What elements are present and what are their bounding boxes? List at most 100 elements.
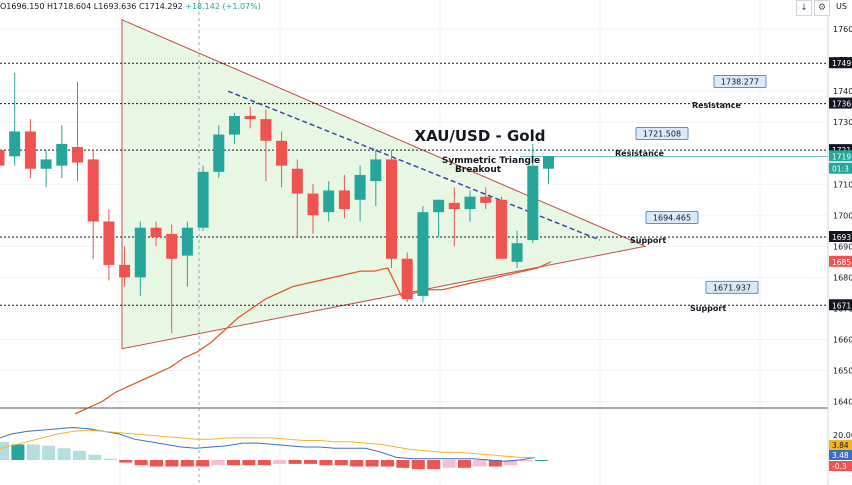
macd-histogram-bar [396, 460, 410, 468]
axis-price-badge [829, 150, 852, 162]
candle-body [150, 227, 162, 238]
candle-body [448, 202, 460, 210]
candle-body [464, 196, 476, 210]
ohlc-high: H1718.604 [47, 2, 92, 11]
candle-body [338, 190, 350, 210]
y-tick-label: 1640 [833, 397, 852, 406]
macd-pane [0, 426, 548, 470]
macd-histogram-bar [488, 460, 502, 467]
macd-histogram-bar [73, 450, 86, 460]
candle-body [370, 159, 382, 182]
macd-histogram-bar [535, 460, 548, 461]
axis-price-badge-text: 1685 [832, 258, 851, 267]
candle-body [386, 159, 397, 259]
chart-subtitle-line-2: Breakout [455, 165, 502, 175]
macd-histogram-bar [42, 445, 56, 460]
level-annotation: Support [690, 304, 726, 313]
macd-histogram-bar [365, 460, 379, 467]
candle-body [511, 243, 523, 262]
macd-histogram-bar [180, 460, 194, 467]
macd-histogram-bar [381, 460, 394, 467]
macd-histogram-bar [26, 444, 40, 460]
macd-axis-badge-text: 3.48 [832, 451, 849, 460]
axis-price-badge [829, 255, 852, 267]
candle-body [119, 264, 131, 278]
candle-body [87, 159, 99, 222]
y-tick-label: 1660 [833, 335, 852, 344]
moving-average-line [74, 261, 552, 415]
ohlc-change: +18.142 (+1.07%) [185, 2, 261, 11]
macd-y-tick-label: 20.00 [833, 431, 852, 440]
y-tick-label: 1690 [833, 242, 852, 251]
macd-histogram-bar [519, 460, 533, 462]
price-label-box [645, 210, 699, 224]
candle-body [276, 140, 288, 166]
macd-histogram-bar [242, 460, 256, 466]
candle-body [0, 150, 5, 166]
macd-histogram-bar [319, 460, 333, 466]
candles [0, 72, 554, 334]
macd-histogram-bar [57, 448, 71, 460]
candle-body [401, 258, 413, 300]
candle-body [181, 227, 193, 256]
macd-histogram-bar [504, 460, 518, 466]
macd-axis-badge [829, 450, 852, 460]
price-axis[interactable] [828, 0, 852, 485]
download-icon[interactable]: ↓ [796, 0, 812, 16]
ohlc-legend: O1696.150 H1718.604 L1693.636 C1714.292 … [0, 2, 261, 11]
candle-body [9, 131, 21, 157]
candle-body [260, 119, 272, 141]
signal-line [0, 429, 535, 458]
macd-histogram-bar [288, 460, 302, 464]
axis-price-badge-text: 1736 [832, 100, 851, 109]
candle-body [527, 165, 539, 241]
axis-price-badge-text: 1719 [832, 152, 851, 161]
candle-body [244, 115, 256, 120]
macd-histogram-bar [304, 460, 317, 464]
macd-axis-badge [829, 440, 852, 450]
symmetric-triangle [121, 19, 647, 350]
macd-axis-badge-text: 3.84 [832, 441, 849, 450]
candle-body [213, 134, 225, 172]
level-annotation: Resistance [692, 101, 742, 110]
macd-histogram-bar [134, 460, 148, 466]
level-annotation: Support [630, 236, 666, 245]
price-labels: 1738.277 Resistance 1721.508 Resistance 1694… [615, 75, 767, 313]
candle-body [24, 131, 36, 169]
y-tick-label: 1710 [833, 180, 852, 189]
candle-body [40, 159, 52, 169]
axis-price-badge [829, 231, 852, 243]
macd-histogram-bar [211, 460, 225, 466]
toolbar: ↓ ⚙ [796, 0, 830, 16]
y-tick-label: 1680 [833, 273, 852, 282]
candle-body [229, 115, 240, 135]
candle-body [543, 156, 554, 169]
candle-body [103, 221, 115, 265]
price-label-box [705, 280, 759, 294]
macd-histogram-bar [334, 460, 348, 466]
y-tick-label: 1700 [833, 211, 852, 220]
macd-axis-badge [829, 461, 852, 471]
candle-body [417, 212, 429, 296]
candle-body [72, 147, 83, 163]
price-axis-labels: 174917361721171901:31693168516713.843.48… [829, 57, 852, 471]
candle-body [480, 196, 492, 203]
candle-body [495, 199, 507, 259]
chart-title: XAU/USD - Gold [415, 127, 546, 145]
y-tick-label: 1760 [833, 25, 852, 34]
macd-histogram-bar [427, 460, 441, 470]
settings-icon[interactable]: ⚙ [814, 0, 830, 16]
candle-body [56, 143, 68, 166]
price-label-text: 1671.937 [713, 283, 751, 292]
y-tick-label: 1650 [833, 366, 852, 375]
candle-body [166, 233, 178, 259]
macd-histogram-bar [165, 460, 179, 467]
candle-body [323, 190, 335, 213]
axis-price-badge-text: 01:3 [832, 165, 849, 174]
price-label-box [713, 75, 767, 89]
price-label-text: 1738.277 [721, 78, 759, 87]
macd-histogram-bar [273, 460, 287, 464]
macd-histogram-bar [473, 460, 487, 467]
